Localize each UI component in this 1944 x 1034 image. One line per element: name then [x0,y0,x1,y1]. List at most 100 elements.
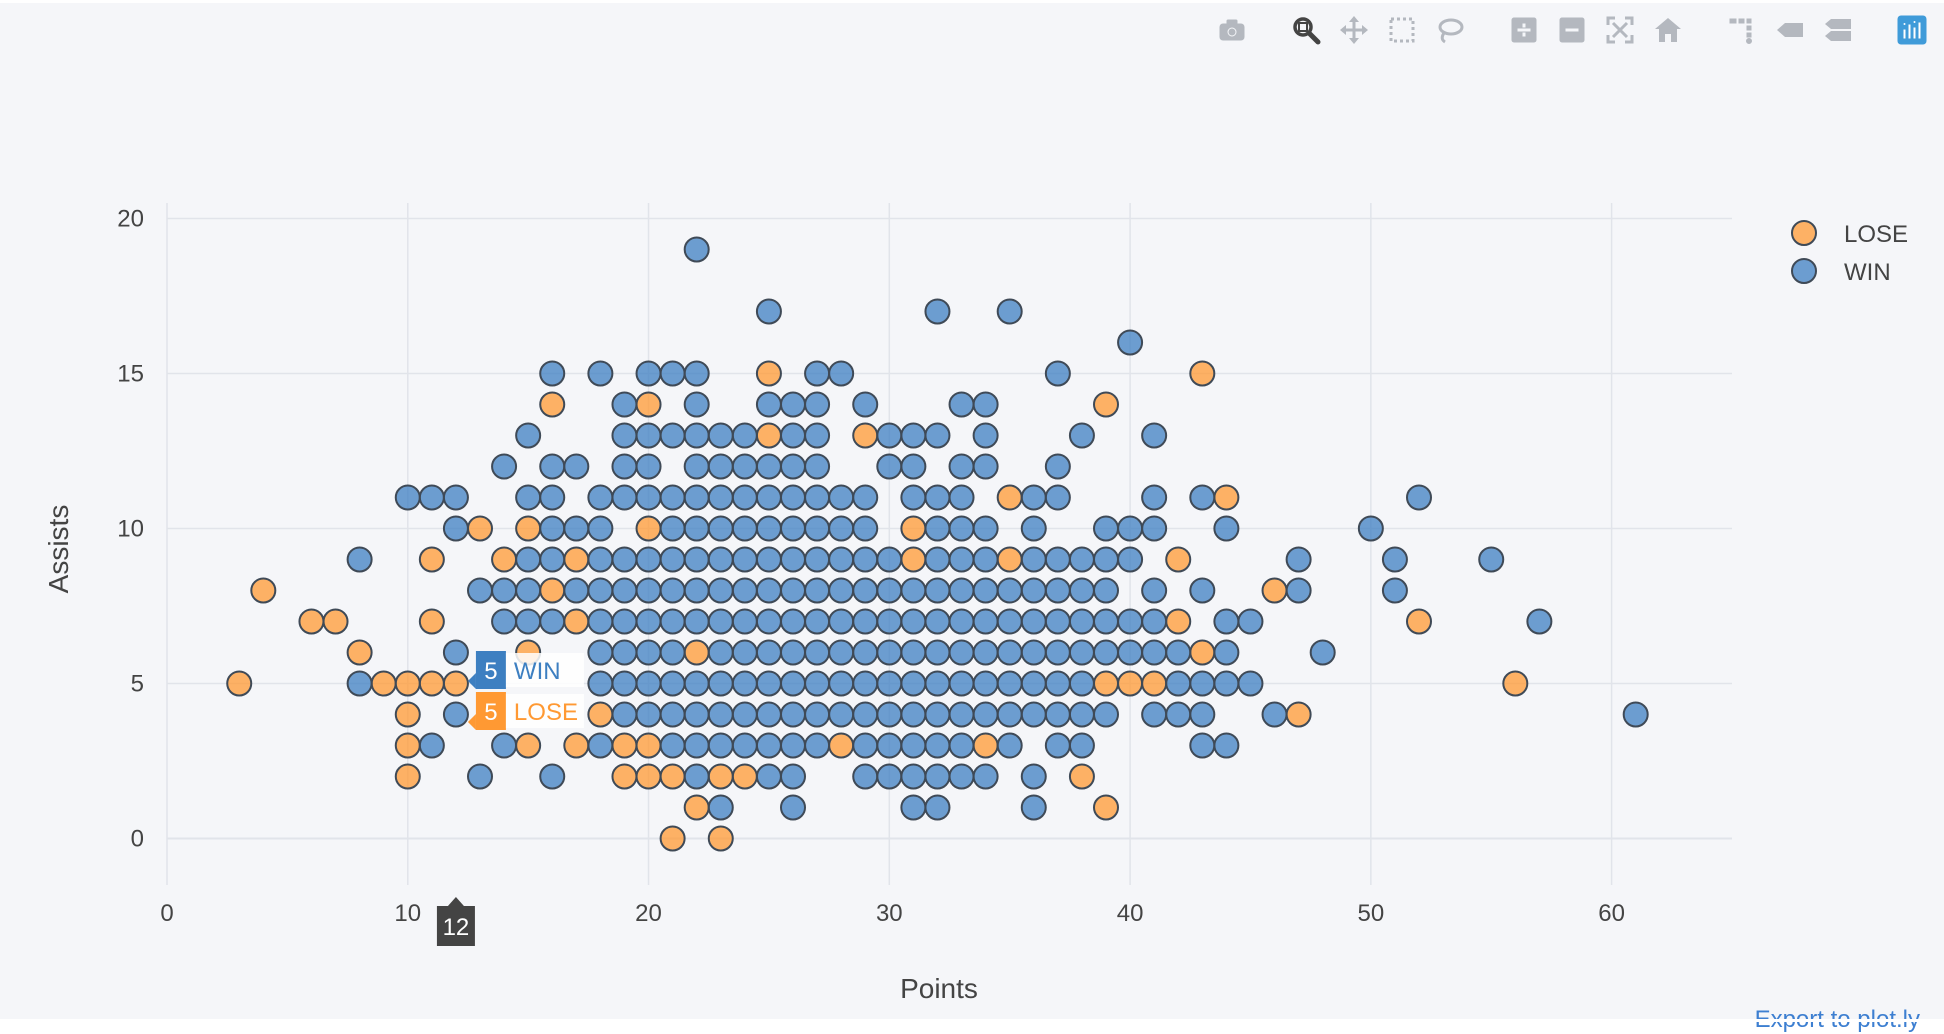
data-point-win[interactable] [1213,639,1240,666]
data-point-win[interactable] [1020,608,1047,635]
data-point-lose[interactable] [683,794,710,821]
data-point-lose[interactable] [996,546,1023,573]
data-point-win[interactable] [972,515,999,542]
data-point-win[interactable] [900,670,927,697]
data-point-win[interactable] [659,732,686,759]
data-point-win[interactable] [707,515,734,542]
data-point-lose[interactable] [972,732,999,759]
data-point-win[interactable] [755,701,782,728]
data-point-lose[interactable] [659,763,686,790]
data-point-win[interactable] [1117,608,1144,635]
data-point-win[interactable] [876,763,903,790]
data-point-win[interactable] [515,608,542,635]
data-point-win[interactable] [611,608,638,635]
data-point-win[interactable] [900,732,927,759]
data-point-win[interactable] [804,732,831,759]
data-point-win[interactable] [780,732,806,759]
data-point-win[interactable] [780,422,806,449]
data-point-win[interactable] [563,515,590,542]
data-point-lose[interactable] [707,763,734,790]
data-point-win[interactable] [828,360,855,387]
pan-button[interactable] [1330,10,1378,50]
data-point-win[interactable] [1068,422,1095,449]
data-point-win[interactable] [1093,639,1119,666]
data-point-win[interactable] [587,577,614,604]
legend-item-win[interactable]: WIN [1791,258,1891,286]
data-point-win[interactable] [755,453,782,480]
autoscale-button[interactable] [1596,10,1644,50]
data-point-win[interactable] [539,608,566,635]
data-point-win[interactable] [852,515,879,542]
data-point-win[interactable] [707,546,734,573]
data-point-win[interactable] [418,484,445,511]
data-point-win[interactable] [635,422,662,449]
data-point-win[interactable] [515,484,542,511]
data-point-win[interactable] [659,701,686,728]
data-point-win[interactable] [948,577,975,604]
data-point-win[interactable] [611,391,638,418]
data-point-win[interactable] [948,484,975,511]
data-point-win[interactable] [683,422,710,449]
data-point-win[interactable] [1285,546,1312,573]
data-point-win[interactable] [611,701,638,728]
data-point-win[interactable] [731,484,758,511]
data-point-win[interactable] [780,515,806,542]
data-point-lose[interactable] [491,546,518,573]
data-point-win[interactable] [804,639,831,666]
data-point-win[interactable] [972,391,999,418]
data-point-win[interactable] [1044,577,1071,604]
data-point-win[interactable] [1044,360,1071,387]
data-point-win[interactable] [876,608,903,635]
data-point-win[interactable] [900,794,927,821]
data-point-win[interactable] [659,515,686,542]
data-point-win[interactable] [828,608,855,635]
data-point-win[interactable] [996,701,1023,728]
data-point-win[interactable] [1068,639,1095,666]
data-point-win[interactable] [1020,515,1047,542]
data-point-win[interactable] [1141,701,1168,728]
data-point-win[interactable] [924,732,951,759]
data-point-lose[interactable] [755,422,782,449]
data-point-win[interactable] [780,763,806,790]
data-point-win[interactable] [948,608,975,635]
data-point-win[interactable] [876,701,903,728]
data-point-lose[interactable] [852,422,879,449]
data-point-win[interactable] [924,546,951,573]
data-point-win[interactable] [1044,639,1071,666]
data-point-lose[interactable] [322,608,349,635]
data-point-win[interactable] [635,577,662,604]
data-point-lose[interactable] [900,515,927,542]
data-point-win[interactable] [804,701,831,728]
data-point-win[interactable] [731,515,758,542]
data-point-win[interactable] [587,608,614,635]
data-point-lose[interactable] [1141,670,1168,697]
data-point-win[interactable] [611,422,638,449]
data-point-lose[interactable] [635,763,662,790]
data-point-win[interactable] [539,453,566,480]
data-point-win[interactable] [731,453,758,480]
data-point-win[interactable] [515,577,542,604]
data-point-win[interactable] [1213,515,1240,542]
data-point-win[interactable] [659,639,686,666]
data-point-win[interactable] [900,577,927,604]
data-point-lose[interactable] [635,515,662,542]
data-point-win[interactable] [1381,546,1408,573]
data-point-win[interactable] [1020,670,1047,697]
data-point-lose[interactable] [1189,639,1216,666]
data-point-win[interactable] [1213,670,1240,697]
data-point-win[interactable] [996,670,1023,697]
data-point-win[interactable] [780,794,806,821]
data-point-win[interactable] [1044,546,1071,573]
data-point-lose[interactable] [828,732,855,759]
data-point-lose[interactable] [394,732,421,759]
data-point-lose[interactable] [1285,701,1312,728]
data-point-win[interactable] [780,577,806,604]
data-point-win[interactable] [972,608,999,635]
data-point-win[interactable] [1189,577,1216,604]
data-point-lose[interactable] [250,577,277,604]
data-point-win[interactable] [852,701,879,728]
data-point-win[interactable] [755,639,782,666]
data-point-win[interactable] [948,670,975,697]
zoom-out-button[interactable] [1548,10,1596,50]
